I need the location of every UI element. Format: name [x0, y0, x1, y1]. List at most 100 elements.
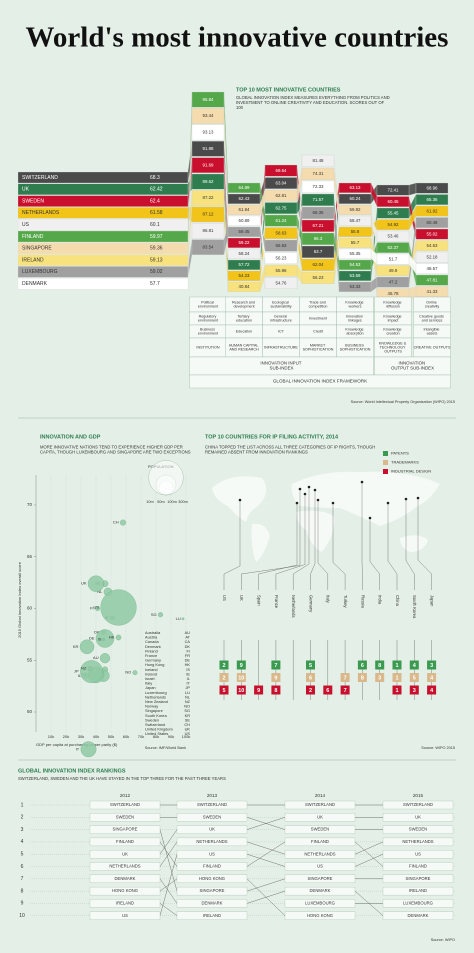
- country-label: UK: [239, 595, 244, 601]
- rank-country: SINGAPORE: [113, 827, 138, 832]
- main-title: World's most innovative countries: [26, 22, 449, 54]
- pillar-component: Business environment: [198, 327, 218, 335]
- country-row: [17, 183, 189, 195]
- pillar-score-box: [191, 124, 225, 141]
- rank-label: 5: [413, 675, 416, 681]
- pillar-score: 52.37: [388, 245, 400, 250]
- rank-label: 2: [222, 675, 225, 681]
- connector: [417, 498, 432, 590]
- pillar-score: 40.84: [239, 284, 251, 289]
- pillar-score-box: [415, 228, 449, 240]
- y-tick-label: 65: [27, 554, 33, 559]
- key-name: Finland: [145, 648, 158, 653]
- bubble: [99, 653, 111, 664]
- country-row: [17, 219, 189, 231]
- pillar-score-box: [301, 271, 335, 284]
- pillar-score-box: [338, 182, 372, 193]
- pillar-score: 55.45: [388, 210, 400, 215]
- rank-box: [89, 813, 161, 822]
- country-name: SINGAPORE: [22, 246, 52, 252]
- rank-box: [89, 850, 161, 859]
- connector: [332, 503, 346, 590]
- pillar-score: 51.7: [389, 256, 398, 261]
- key-name: South Korea: [145, 713, 167, 718]
- country-score: 59.13: [150, 257, 163, 263]
- key-name: Ireland: [145, 671, 157, 676]
- rank-country: SWEDEN: [116, 814, 134, 819]
- pillar-score-box: [191, 239, 225, 255]
- pillar-score: 55.8: [351, 229, 360, 234]
- y-tick-label: 60: [27, 606, 33, 611]
- pillar-score: 91.88: [203, 146, 215, 151]
- pillar-name: MARKET SOPHISTICATION: [303, 343, 334, 351]
- country-name: UK: [22, 187, 30, 193]
- bubble-label: IS: [98, 637, 102, 642]
- pillar-score-box: [191, 91, 225, 108]
- pillar-score: 59.82: [350, 207, 362, 212]
- rank-label: 10: [238, 675, 244, 681]
- rank-country: SWITZERLAND: [305, 802, 335, 807]
- pillar-score: 91.69: [203, 162, 215, 167]
- country-score: 59.97: [150, 234, 163, 240]
- key-name: Italy: [145, 681, 152, 686]
- key-code: IT: [187, 681, 191, 686]
- pillar-score: 89.62: [203, 179, 215, 184]
- rank-box: [382, 800, 454, 810]
- pillar-score-box: [376, 230, 410, 242]
- rank-marker: [427, 685, 437, 695]
- pillar-score: 60.45: [388, 199, 400, 204]
- section-heading: TOP 10 COUNTRIES FOR IP FILING ACTIVITY,…: [205, 434, 339, 440]
- country-row: [17, 195, 189, 207]
- rank-label: 7: [274, 663, 277, 669]
- pillar-score-box: [227, 259, 261, 270]
- pillar-score: 87.12: [203, 212, 215, 217]
- rank-box: [284, 886, 356, 896]
- pillar-score-box: [264, 202, 298, 214]
- pillar-score-box: [301, 245, 335, 258]
- rank-label: 2: [309, 688, 312, 694]
- pillar-score: 58.47: [350, 218, 362, 223]
- pillar-component: Creative goods and services: [419, 314, 445, 322]
- section-subheading: GLOBAL INNOVATION INDEX MEASURES EVERYTH…: [236, 95, 391, 110]
- rank-marker: [306, 660, 315, 670]
- x-tick-label: 90k: [168, 734, 174, 739]
- pillar-score: 55.96: [276, 268, 288, 273]
- rank-marker: [375, 673, 385, 682]
- rank-country: UK: [122, 851, 128, 856]
- connector: [241, 489, 301, 590]
- map-dot: [404, 497, 408, 501]
- rank-label: 4: [430, 688, 434, 694]
- country-score: 61.58: [150, 210, 163, 216]
- key-code: SG: [184, 708, 190, 713]
- pillar-score-box: [415, 274, 449, 286]
- pillar-score: 93.13: [203, 130, 215, 135]
- pillar-score-box: [264, 214, 298, 227]
- country-label: Netherlands: [291, 595, 296, 618]
- key-code: UK: [185, 727, 191, 732]
- rank-box: [284, 911, 356, 920]
- x-tick-label: 60k: [123, 734, 129, 739]
- pillar-score: 69.54: [276, 168, 288, 173]
- country-row: [17, 266, 189, 278]
- connector: [275, 494, 306, 590]
- rank-country: DENMARK: [408, 913, 429, 918]
- rank-label: 1: [395, 675, 398, 681]
- rank-box: [89, 825, 161, 834]
- rank-box: [284, 837, 356, 847]
- map-dot: [316, 498, 320, 502]
- key-name: Switzerland: [145, 722, 165, 727]
- rank-box: [382, 899, 454, 908]
- section-heading: TOP 10 MOST INNOVATIVE COUNTRIES: [236, 87, 341, 93]
- y-tick-label: 70: [27, 502, 33, 507]
- map-australia: [400, 535, 428, 552]
- pillar-score-box: [301, 206, 335, 219]
- key-name: Israel: [145, 676, 155, 681]
- key-code: NO: [184, 704, 190, 709]
- pillar-component: Innovation linkages: [346, 314, 364, 322]
- rank-country: SWITZERLAND: [110, 802, 140, 807]
- y-tick-label: 55: [27, 657, 33, 662]
- pillar-score-box: [264, 277, 298, 289]
- section-heading: INNOVATION AND GDP: [40, 434, 101, 440]
- rank-label: 6: [326, 688, 329, 694]
- legend-swatch: [383, 460, 388, 465]
